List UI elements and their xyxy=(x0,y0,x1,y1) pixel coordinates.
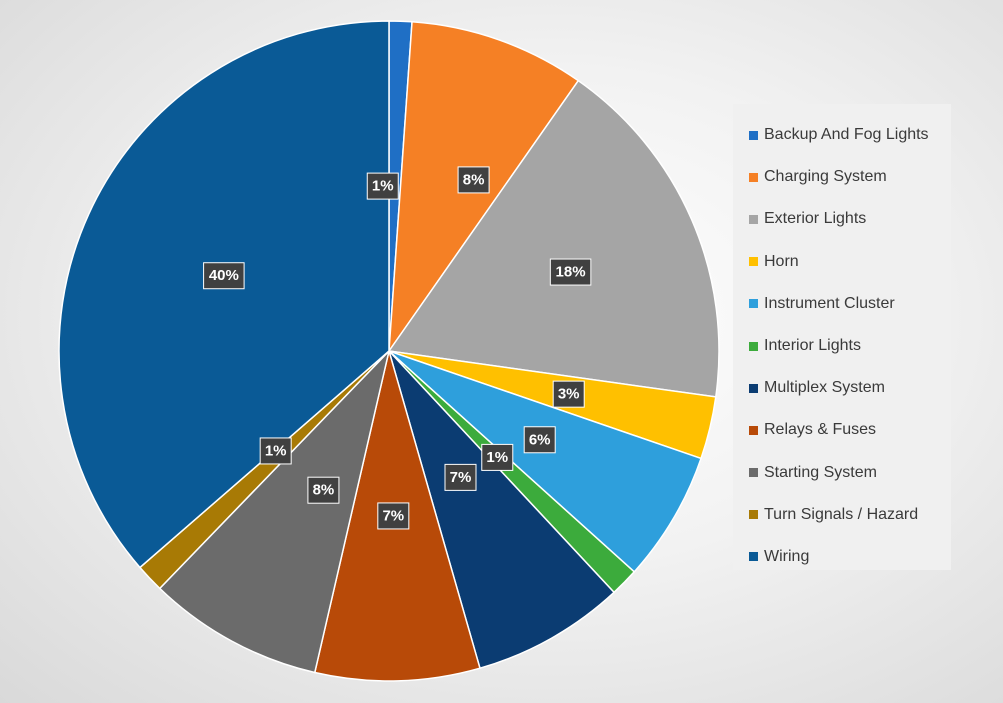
pie-slice-wiring xyxy=(58,20,390,569)
pie-slice-instrument-cluster xyxy=(388,350,702,573)
legend-swatch xyxy=(749,383,758,393)
legend-label: Horn xyxy=(764,252,799,270)
data-label-box xyxy=(366,172,399,200)
data-label-turn-signals-hazard: 1% xyxy=(259,437,292,465)
data-label-text: 7% xyxy=(450,469,472,486)
data-label-starting-system: 8% xyxy=(307,476,340,504)
chart-legend: Backup And Fog Lights Charging System Exte… xyxy=(733,104,951,570)
legend-swatch xyxy=(749,214,758,224)
legend-label: Relays & Fuses xyxy=(764,421,877,439)
pie-slice-exterior-lights xyxy=(387,79,720,398)
legend-swatch xyxy=(749,468,758,478)
legend-item-backup-and-fog-lights: Backup And Fog Lights xyxy=(733,114,951,156)
data-label-wiring: 40% xyxy=(203,262,245,290)
legend-label: Starting System xyxy=(764,463,877,481)
legend-item-turn-signals-hazard: Turn Signals / Hazard xyxy=(733,494,951,536)
data-label-exterior-lights: 18% xyxy=(549,258,592,286)
pie-slice-starting-system xyxy=(158,348,391,674)
legend-item-interior-lights: Interior Lights xyxy=(733,325,951,367)
data-label-text: 1% xyxy=(486,449,508,466)
data-label-text: 3% xyxy=(558,386,580,403)
legend-swatch xyxy=(749,425,758,435)
data-label-box xyxy=(481,443,514,471)
data-label-text: 8% xyxy=(463,171,485,188)
data-label-text: 7% xyxy=(382,507,404,524)
data-label-interior-lights: 1% xyxy=(481,443,514,471)
legend-item-charging-system: Charging System xyxy=(733,156,951,198)
legend-item-relays-fuses: Relays & Fuses xyxy=(733,409,951,451)
legend-label: Multiplex System xyxy=(764,379,885,397)
data-label-box xyxy=(203,262,245,290)
legend-swatch xyxy=(749,510,758,520)
data-label-text: 40% xyxy=(209,267,239,284)
data-label-text: 8% xyxy=(313,482,335,499)
legend-swatch xyxy=(749,552,758,562)
legend-label: Instrument Cluster xyxy=(764,294,895,312)
data-label-text: 1% xyxy=(265,442,287,459)
legend-label: Interior Lights xyxy=(764,337,861,355)
data-label-box xyxy=(307,476,340,504)
legend-label: Backup And Fog Lights xyxy=(764,126,929,144)
legend-label: Exterior Lights xyxy=(764,210,867,228)
legend-swatch xyxy=(749,172,758,182)
pie-slice-multiplex-system xyxy=(388,350,616,670)
data-label-box xyxy=(457,166,490,194)
data-label-box xyxy=(552,380,585,408)
legend-label: Turn Signals / Hazard xyxy=(764,505,919,523)
legend-item-wiring: Wiring xyxy=(733,536,951,578)
data-label-text: 6% xyxy=(529,431,551,448)
legend-swatch xyxy=(749,341,758,351)
data-label-charging-system: 8% xyxy=(457,166,490,194)
data-label-horn: 3% xyxy=(552,380,585,408)
data-label-box xyxy=(444,463,477,491)
legend-swatch xyxy=(749,299,758,309)
legend-label: Charging System xyxy=(764,168,887,186)
legend-item-horn: Horn xyxy=(733,241,951,283)
data-label-box xyxy=(549,258,592,286)
legend-swatch xyxy=(749,257,758,267)
legend-swatch xyxy=(749,130,758,140)
data-label-relays-fuses: 7% xyxy=(377,502,410,530)
data-label-box xyxy=(523,426,556,454)
legend-item-instrument-cluster: Instrument Cluster xyxy=(733,283,951,325)
legend-item-starting-system: Starting System xyxy=(733,452,951,494)
legend-item-exterior-lights: Exterior Lights xyxy=(733,198,951,240)
data-label-multiplex-system: 7% xyxy=(444,463,477,491)
data-label-instrument-cluster: 6% xyxy=(523,426,556,454)
legend-item-multiplex-system: Multiplex System xyxy=(733,367,951,409)
data-label-box xyxy=(259,437,292,465)
legend-label: Wiring xyxy=(764,547,810,565)
data-label-text: 1% xyxy=(372,178,394,195)
data-label-box xyxy=(377,502,410,530)
data-label-backup-and-fog-lights: 1% xyxy=(366,172,399,200)
data-label-text: 18% xyxy=(556,264,586,281)
